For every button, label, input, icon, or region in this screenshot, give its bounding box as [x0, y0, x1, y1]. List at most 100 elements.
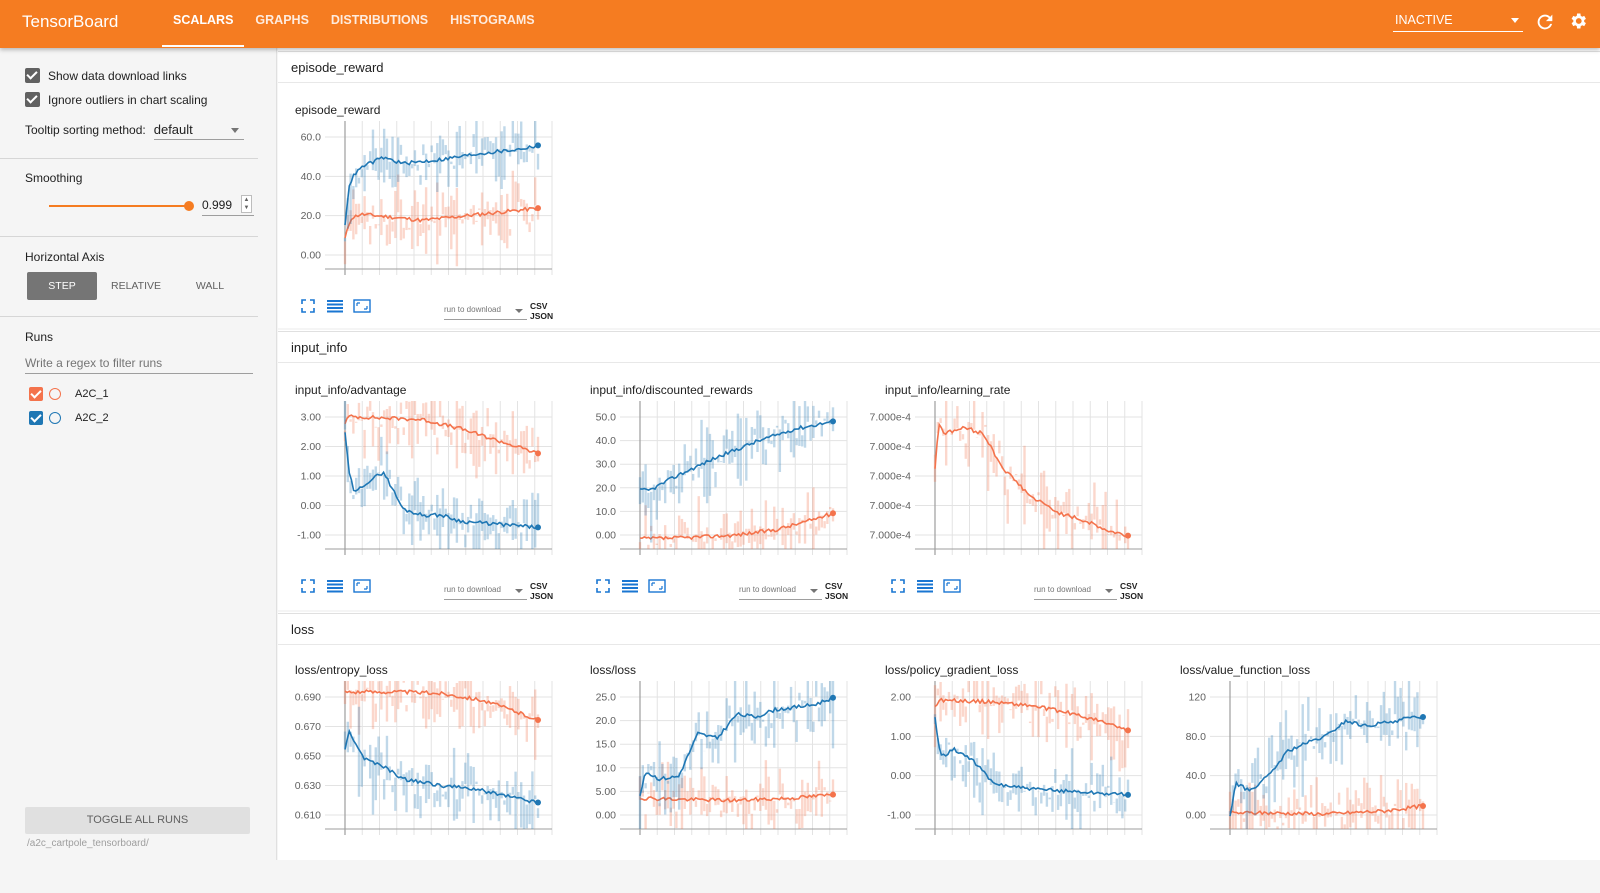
y-tick-label: 2.00 — [891, 692, 912, 704]
series-end-point — [535, 142, 541, 149]
runs-regex-filter-input[interactable]: Write a regex to filter runs — [25, 352, 253, 374]
ignore-outliers-checkbox[interactable]: Ignore outliers in chart scaling — [25, 92, 207, 107]
spinner-arrows-icon[interactable]: ▲ ▼ — [241, 195, 252, 213]
y-tick-label: 0.00 — [301, 250, 322, 262]
chart-controls: run to download CSV JSON — [301, 579, 571, 603]
chevron-down-icon — [230, 128, 239, 133]
show-download-links-checkbox[interactable]: Show data download links — [25, 68, 187, 83]
chevron-down-icon — [515, 309, 523, 313]
run-to-download-select[interactable]: run to download — [1034, 582, 1117, 600]
fullscreen-icon[interactable] — [301, 299, 317, 315]
section-title: input_info — [291, 340, 348, 355]
raw-data-band — [638, 487, 835, 549]
series-end-point — [1125, 532, 1131, 539]
divider — [0, 158, 258, 159]
chart-plot[interactable]: 7.000e-4 7.000e-4 7.000e-4 7.000e-4 7.000e-4 — [868, 397, 1148, 559]
run-item-a2c-1[interactable]: A2C_1 — [29, 387, 109, 401]
y-tick-label: 1.00 — [301, 471, 322, 483]
grid — [620, 401, 848, 555]
csv-json-download-links[interactable]: CSV JSON — [530, 301, 554, 321]
fit-domain-icon[interactable] — [943, 579, 961, 595]
run-checkbox-icon[interactable] — [29, 411, 43, 425]
fit-domain-icon[interactable] — [648, 579, 666, 595]
toggle-log-scale-icon[interactable] — [327, 299, 343, 315]
section-header[interactable]: input_info — [278, 331, 1600, 363]
smoothing-slider-knob[interactable] — [184, 201, 194, 211]
chart-plot[interactable]: 25.0 20.0 15.0 10.0 5.00 0.00 — [573, 677, 853, 839]
run-to-download-select[interactable]: run to download — [739, 582, 822, 600]
series-end-point — [535, 716, 541, 723]
y-tick-label: 3.00 — [301, 412, 322, 424]
y-tick-label: 7.000e-4 — [870, 500, 912, 512]
y-tick-label: -1.00 — [297, 530, 321, 542]
run-checkbox-icon[interactable] — [29, 387, 43, 401]
series-end-point — [535, 450, 541, 457]
chart-title: episode_reward — [295, 103, 381, 117]
y-tick-label: 15.0 — [596, 739, 617, 751]
tab-distributions[interactable]: DISTRIBUTIONS — [330, 13, 429, 27]
toggle-all-runs-button[interactable]: TOGGLE ALL RUNS — [25, 807, 250, 834]
toggle-log-scale-icon[interactable] — [622, 579, 638, 595]
smoothed-series-line — [344, 414, 539, 456]
tab-scalars[interactable]: SCALARS — [162, 0, 245, 48]
smoothing-slider[interactable] — [49, 205, 189, 207]
y-tick-label: 40.0 — [301, 171, 322, 183]
smoothed-series-line — [934, 717, 1129, 797]
y-tick-label: 60.0 — [301, 132, 322, 144]
csv-json-download-links[interactable]: CSV JSON — [1120, 581, 1144, 601]
grid — [325, 401, 553, 555]
inactive-dashboard-select[interactable]: INACTIVE — [1393, 10, 1523, 32]
run-item-a2c-2[interactable]: A2C_2 — [29, 411, 109, 425]
csv-json-download-links[interactable]: CSV JSON — [825, 581, 849, 601]
fit-domain-icon[interactable] — [353, 579, 371, 595]
axis-step-button[interactable]: STEP — [27, 272, 97, 300]
settings-gear-icon[interactable] — [1568, 11, 1590, 33]
toggle-log-scale-icon[interactable] — [327, 579, 343, 595]
csv-json-download-links[interactable]: CSV JSON — [530, 581, 554, 601]
smoothed-series-line — [639, 512, 834, 541]
chart-plot[interactable]: 2.00 1.00 0.00 -1.00 — [868, 677, 1148, 839]
chart-plot[interactable]: 3.00 2.00 1.00 0.00 -1.00 — [278, 397, 558, 559]
toggle-log-scale-icon[interactable] — [917, 579, 933, 595]
run-to-download-select[interactable]: run to download — [444, 582, 527, 600]
series-end-point — [830, 418, 836, 425]
tab-graphs[interactable]: GRAPHS — [255, 13, 309, 27]
y-tick-label: 0.650 — [295, 751, 321, 763]
fullscreen-icon[interactable] — [301, 579, 317, 595]
series-end-point — [830, 694, 836, 701]
series-end-point — [1125, 791, 1131, 798]
series-end-point — [535, 799, 541, 806]
y-tick-label: 30.0 — [596, 459, 617, 471]
fullscreen-icon[interactable] — [596, 579, 612, 595]
series-end-point — [535, 524, 541, 531]
refresh-icon[interactable] — [1534, 11, 1556, 33]
chart-controls: run to download CSV JSON — [891, 579, 1161, 603]
chart-plot[interactable]: 120 80.0 40.0 0.00 — [1163, 677, 1443, 839]
fullscreen-icon[interactable] — [891, 579, 907, 595]
fit-domain-icon[interactable] — [353, 299, 371, 315]
chart-plot[interactable]: 60.0 40.0 20.0 0.00 — [278, 117, 558, 279]
chart-controls: run to download CSV JSON — [596, 579, 866, 603]
section-episode-reward: episode_reward — [278, 48, 1600, 328]
run-color-radio-icon[interactable] — [49, 412, 61, 424]
chart-card: loss/policy_gradient_loss 2.00 1.00 0.00 -1.… — [868, 663, 1148, 893]
smoothed-series-line — [344, 728, 539, 805]
y-tick-label: 7.000e-4 — [870, 441, 912, 453]
chart-plot[interactable]: 0.690 0.670 0.650 0.630 0.610 — [278, 677, 558, 839]
run-to-download-select[interactable]: run to download — [444, 302, 527, 320]
tab-histograms[interactable]: HISTOGRAMS — [450, 13, 535, 27]
section-header[interactable]: loss — [278, 613, 1600, 645]
section-header[interactable]: episode_reward — [278, 51, 1600, 83]
y-tick-label: 20.0 — [596, 482, 617, 494]
y-tick-label: 40.0 — [1186, 770, 1207, 782]
sidebar: Show data download links Ignore outliers… — [0, 48, 277, 860]
run-color-radio-icon[interactable] — [49, 388, 61, 400]
y-tick-label: 0.670 — [295, 721, 321, 733]
tooltip-sorting-select[interactable]: default — [153, 120, 244, 140]
chevron-down-icon — [1511, 18, 1519, 23]
chart-plot[interactable]: 50.0 40.0 30.0 20.0 10.0 0.00 — [573, 397, 853, 559]
series-end-point — [535, 205, 541, 212]
axis-relative-button[interactable]: RELATIVE — [111, 280, 161, 292]
axis-wall-button[interactable]: WALL — [195, 280, 225, 292]
smoothing-value-input[interactable]: 0.999 — [202, 198, 254, 216]
